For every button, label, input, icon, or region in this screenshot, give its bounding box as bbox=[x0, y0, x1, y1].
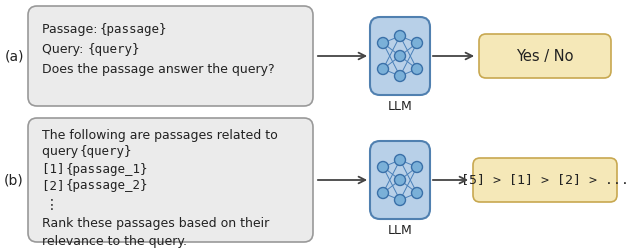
FancyBboxPatch shape bbox=[370, 17, 430, 95]
Text: {passage_1}: {passage_1} bbox=[66, 162, 148, 176]
Circle shape bbox=[412, 37, 422, 49]
Text: (b): (b) bbox=[4, 173, 24, 187]
Circle shape bbox=[412, 187, 422, 198]
Circle shape bbox=[394, 51, 406, 62]
Circle shape bbox=[378, 37, 388, 49]
Circle shape bbox=[394, 70, 406, 82]
Text: [2]: [2] bbox=[42, 180, 72, 192]
Text: LLM: LLM bbox=[388, 223, 412, 237]
Text: The following are passages related to: The following are passages related to bbox=[42, 128, 278, 142]
Circle shape bbox=[394, 155, 406, 165]
Text: relevance to the query.: relevance to the query. bbox=[42, 235, 187, 248]
Text: [5] > [1] > [2] > ...: [5] > [1] > [2] > ... bbox=[461, 174, 629, 186]
Circle shape bbox=[378, 187, 388, 198]
Text: (a): (a) bbox=[4, 49, 24, 63]
Text: Query:: Query: bbox=[42, 43, 88, 57]
Circle shape bbox=[378, 161, 388, 173]
FancyBboxPatch shape bbox=[473, 158, 617, 202]
Text: Yes / No: Yes / No bbox=[516, 49, 573, 63]
Text: Does the passage answer the query?: Does the passage answer the query? bbox=[42, 63, 275, 76]
Circle shape bbox=[394, 194, 406, 206]
Text: ⋮: ⋮ bbox=[45, 198, 59, 212]
Text: query: query bbox=[42, 146, 82, 158]
Circle shape bbox=[394, 31, 406, 41]
FancyBboxPatch shape bbox=[28, 118, 313, 242]
Text: Rank these passages based on their: Rank these passages based on their bbox=[42, 217, 269, 230]
Text: {passage}: {passage} bbox=[100, 24, 168, 36]
Circle shape bbox=[394, 175, 406, 186]
Text: {query}: {query} bbox=[80, 146, 132, 158]
Circle shape bbox=[412, 161, 422, 173]
Text: LLM: LLM bbox=[388, 99, 412, 113]
FancyBboxPatch shape bbox=[370, 141, 430, 219]
FancyBboxPatch shape bbox=[28, 6, 313, 106]
Text: {query}: {query} bbox=[88, 43, 141, 57]
Circle shape bbox=[412, 63, 422, 74]
FancyBboxPatch shape bbox=[479, 34, 611, 78]
Text: [1]: [1] bbox=[42, 162, 72, 176]
Text: Passage:: Passage: bbox=[42, 24, 102, 36]
Text: {passage_2}: {passage_2} bbox=[66, 180, 148, 192]
Circle shape bbox=[378, 63, 388, 74]
